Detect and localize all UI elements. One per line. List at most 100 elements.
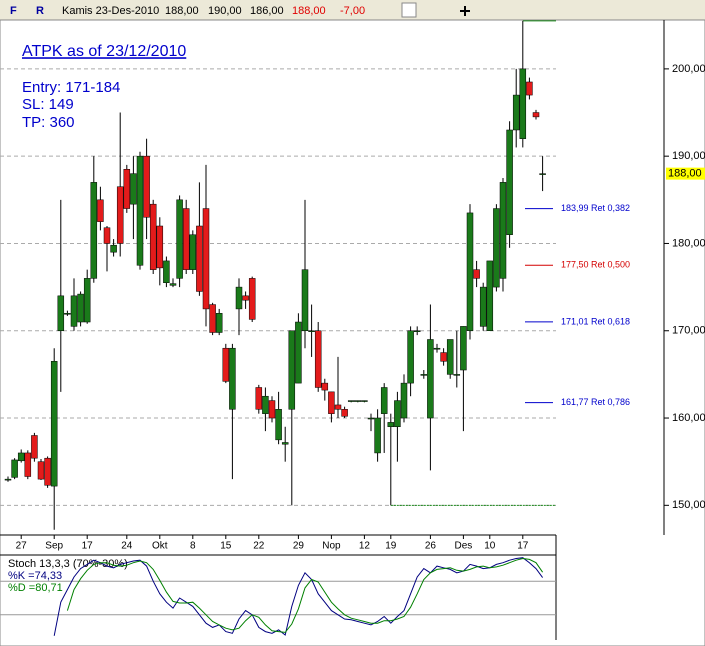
note: Entry: 171-184 — [22, 79, 120, 96]
y-tick-label: 170,00 — [672, 325, 705, 337]
candle-body — [506, 129, 513, 235]
last-price-label: 188,00 — [668, 168, 702, 180]
candle-body — [341, 409, 348, 417]
candle-body — [281, 442, 289, 445]
toolbar-date: Kamis 23-Des-2010 — [62, 5, 159, 17]
candle-body — [466, 212, 474, 331]
candle-body — [64, 313, 71, 315]
candle-body — [123, 169, 131, 209]
note: TP: 360 — [22, 114, 75, 131]
candle-body — [499, 182, 507, 279]
candle-body — [288, 330, 296, 410]
candle-body — [308, 330, 315, 332]
x-tick-label: 29 — [293, 541, 305, 552]
x-tick-label: 22 — [253, 541, 265, 552]
x-tick-label: Des — [455, 541, 473, 552]
toolbar — [0, 0, 705, 20]
candle-body — [526, 81, 533, 96]
candle-body — [57, 295, 65, 331]
candle-body — [110, 244, 117, 253]
x-tick-label: 15 — [220, 541, 232, 552]
candle-body — [189, 234, 197, 270]
toolbar-button[interactable]: F — [10, 5, 17, 17]
candle-body — [248, 278, 256, 320]
candle-body — [321, 382, 329, 391]
candle-body — [354, 400, 362, 402]
x-tick-label: 8 — [190, 541, 196, 552]
candle-body — [136, 155, 144, 266]
candle-body — [97, 199, 104, 222]
level-label: 171,01 Ret 0,618 — [561, 316, 630, 326]
candle-body — [420, 374, 428, 376]
level-label: 177,50 Ret 0,500 — [561, 260, 630, 270]
candle-body — [37, 461, 45, 480]
toolbar-high: 190,00 — [208, 5, 242, 17]
candle-body — [149, 203, 157, 270]
candle-body — [380, 387, 388, 414]
candle-body — [367, 417, 375, 420]
legend-entry: %K =74,33 — [8, 570, 62, 582]
candle-body — [163, 260, 170, 283]
candle-body — [433, 347, 441, 350]
candle-body — [301, 269, 309, 331]
x-tick-label: 17 — [82, 541, 94, 552]
toolbar-low: 186,00 — [250, 5, 284, 17]
candle-body — [479, 286, 487, 327]
candle-body — [17, 452, 25, 462]
candle-body — [268, 400, 276, 419]
candle-body — [202, 208, 210, 310]
toolbar-button[interactable]: R — [36, 5, 44, 17]
x-tick-label: Okt — [152, 541, 168, 552]
candle-body — [512, 94, 520, 131]
candle-body — [130, 173, 137, 205]
candle-body — [90, 182, 98, 279]
candle-body — [519, 68, 527, 139]
candle-body — [83, 278, 91, 323]
candle-body — [446, 339, 454, 375]
candle-body — [255, 387, 263, 410]
candle-body — [361, 400, 368, 402]
candle-body — [169, 283, 177, 286]
candle-body — [460, 326, 467, 371]
candle-body — [453, 374, 461, 376]
x-tick-label: 24 — [121, 541, 133, 552]
note: SL: 149 — [22, 96, 74, 113]
x-tick-label: 12 — [359, 541, 371, 552]
indicator-title: Stoch 13,3,3 (70%-30%) — [8, 558, 128, 570]
level-label: 183,99 Ret 0,382 — [561, 203, 630, 213]
legend-entry: %D =80,71 — [8, 582, 63, 594]
y-tick-label: 150,00 — [672, 499, 705, 511]
candle-body — [334, 404, 342, 410]
candle-body — [70, 295, 78, 327]
x-tick-label: 27 — [16, 541, 28, 552]
candle-body — [156, 225, 164, 269]
indicator-line — [66, 557, 544, 633]
candle-body — [374, 417, 381, 454]
candle-body — [50, 361, 58, 487]
x-tick-label: Nop — [322, 541, 341, 552]
candle-body — [242, 295, 249, 301]
candle-body — [427, 339, 434, 419]
candle-body — [347, 400, 355, 402]
candle-body — [222, 347, 230, 382]
y-tick-label: 190,00 — [672, 150, 705, 162]
toolbar-open: 188,00 — [165, 5, 199, 17]
y-tick-label: 180,00 — [672, 237, 705, 249]
candle-body — [24, 452, 32, 477]
toolbar-change: -7,00 — [340, 5, 365, 17]
y-tick-label: 160,00 — [672, 412, 705, 424]
level-label: 161,77 Ret 0,786 — [561, 397, 630, 407]
candle-body — [486, 260, 494, 331]
candle-body — [235, 286, 243, 310]
candle-body — [387, 422, 395, 428]
chart-title: ATPK as of 23/12/2010 — [22, 43, 186, 60]
candle-body — [539, 173, 546, 175]
candle-body — [394, 400, 401, 428]
candle-body — [77, 293, 84, 323]
x-tick-label: Sep — [45, 541, 63, 552]
toolbar-add[interactable] — [460, 6, 470, 16]
candle-body — [532, 112, 540, 118]
chart-frame — [0, 19, 705, 646]
candle-body — [473, 269, 480, 279]
